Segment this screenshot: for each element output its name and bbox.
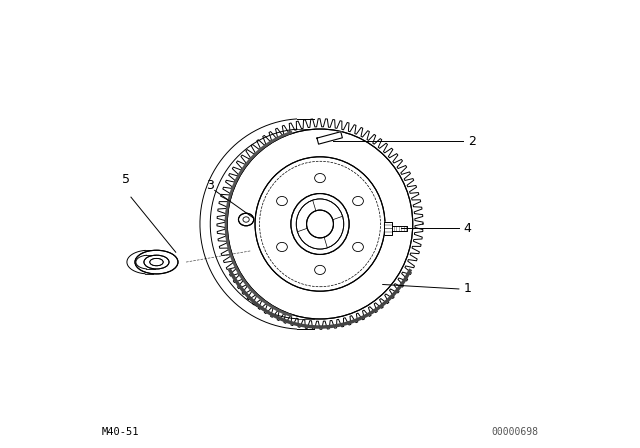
Ellipse shape: [276, 242, 287, 251]
Ellipse shape: [353, 242, 364, 251]
Ellipse shape: [353, 197, 364, 206]
Text: 3: 3: [205, 179, 214, 193]
Ellipse shape: [239, 213, 253, 226]
Polygon shape: [317, 132, 342, 144]
Text: 5: 5: [122, 172, 130, 186]
Ellipse shape: [255, 157, 385, 291]
Text: 00000698: 00000698: [492, 427, 539, 437]
Ellipse shape: [227, 129, 413, 319]
Ellipse shape: [243, 217, 249, 222]
Ellipse shape: [150, 258, 163, 266]
Polygon shape: [383, 222, 392, 235]
Ellipse shape: [315, 265, 325, 275]
Text: 1: 1: [463, 282, 471, 296]
Ellipse shape: [144, 255, 169, 269]
Ellipse shape: [315, 173, 325, 183]
Text: 4: 4: [463, 222, 471, 235]
Ellipse shape: [135, 250, 178, 274]
Ellipse shape: [276, 197, 287, 206]
Text: M40-51: M40-51: [101, 427, 139, 437]
Ellipse shape: [307, 210, 333, 238]
Ellipse shape: [291, 194, 349, 254]
Text: 2: 2: [468, 134, 476, 148]
Polygon shape: [392, 226, 408, 231]
Ellipse shape: [296, 199, 344, 249]
